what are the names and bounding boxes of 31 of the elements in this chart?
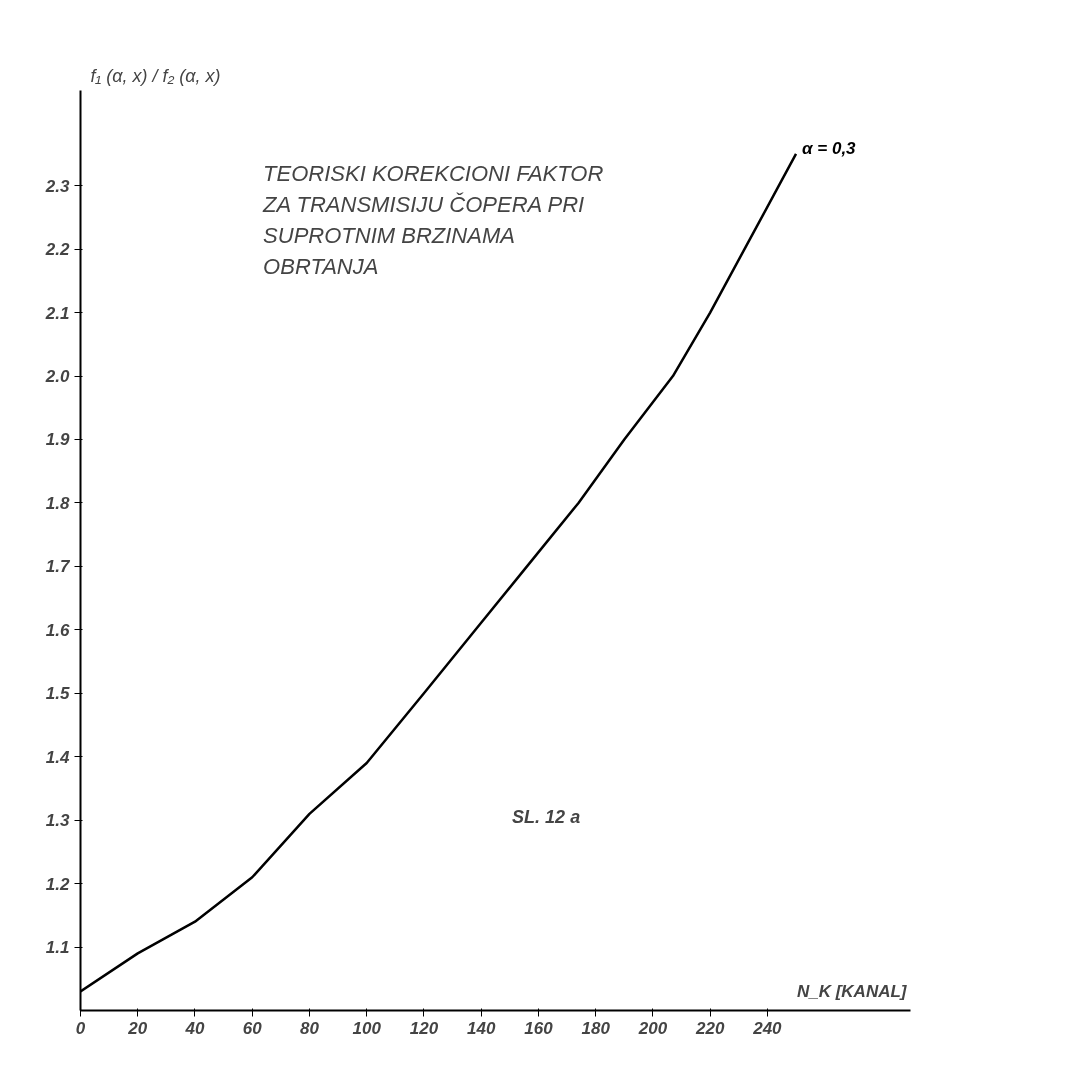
x-tick-label: 220 <box>694 1018 725 1038</box>
y-tick-label: 1.7 <box>45 557 72 577</box>
y-tick-label: 1.4 <box>45 747 71 767</box>
y-tick-label: 2.1 <box>44 303 70 323</box>
x-tick-label: 180 <box>581 1018 611 1038</box>
y-tick-label: 1.9 <box>45 430 71 450</box>
x-axis-title: N_K [KANAL] <box>796 981 908 1001</box>
x-tick-label: 160 <box>524 1018 554 1038</box>
x-tick-label: 140 <box>467 1018 496 1038</box>
x-tick-label: 120 <box>409 1018 439 1038</box>
x-tick-label: 40 <box>184 1018 205 1038</box>
x-tick-label: 20 <box>127 1018 148 1038</box>
x-tick-label: 200 <box>637 1018 668 1038</box>
annotation: SL. 12 a <box>512 806 581 827</box>
x-tick-label: 100 <box>352 1018 382 1038</box>
y-tick-label: 1.8 <box>45 493 71 513</box>
x-tick-label: 60 <box>242 1018 263 1038</box>
y-tick-label: 2.3 <box>44 176 71 196</box>
x-tick-label: 240 <box>752 1018 783 1038</box>
y-tick-label: 1.5 <box>45 684 71 704</box>
y-axis-title: f₁ (α, x) / f₂ (α, x) <box>90 65 221 86</box>
y-tick-label: 1.6 <box>45 620 71 640</box>
y-tick-label: 1.3 <box>45 811 71 831</box>
x-tick-label: 0 <box>75 1018 86 1038</box>
y-tick-label: 2.0 <box>44 367 71 387</box>
y-tick-label: 1.1 <box>45 938 70 958</box>
x-tick-label: 80 <box>300 1018 320 1038</box>
series-label: α = 0,3 <box>802 138 857 158</box>
y-tick-label: 2.2 <box>44 240 71 260</box>
y-tick-label: 1.2 <box>45 874 71 894</box>
text: TEORISKI KOREKCIONI FAKTOR ZA TRANSMISIJU ČOPERA PRI SUPROTNIM BRZINAMA OBRTANJA <box>262 160 604 280</box>
